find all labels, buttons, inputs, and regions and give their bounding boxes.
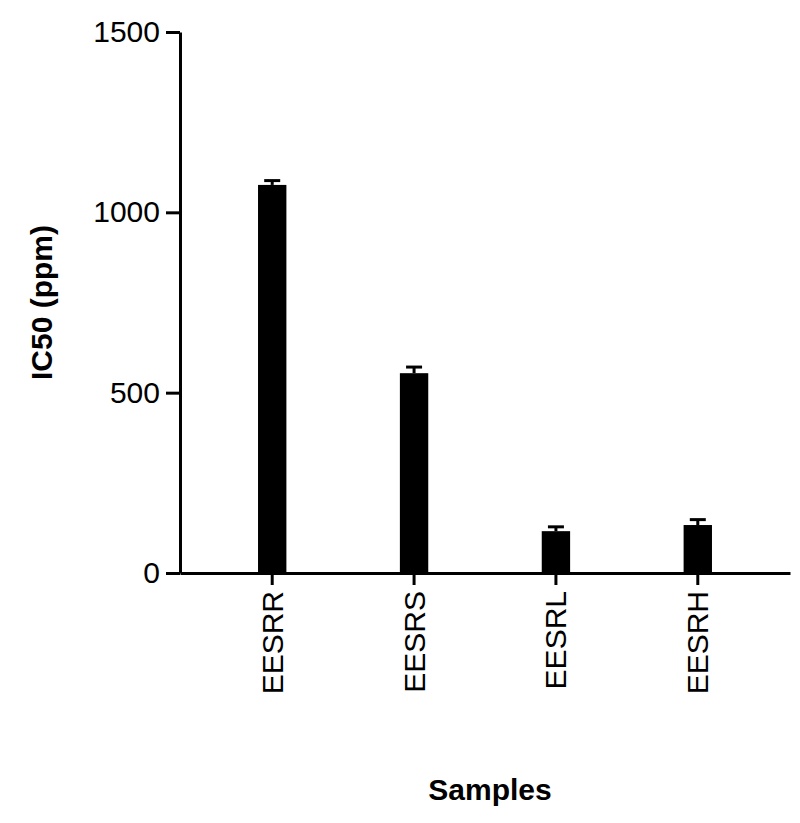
error-cap [690, 518, 706, 521]
error-cap [264, 179, 280, 182]
x-tick: EESRH [681, 573, 714, 694]
bar [542, 531, 570, 573]
x-tick-label: EESRR [256, 591, 289, 694]
y-tick-mark [166, 572, 180, 575]
error-bar [548, 527, 564, 531]
x-tick-label: EESRL [539, 591, 572, 689]
y-tick-mark [166, 392, 180, 395]
y-axis-title: IC50 (ppm) [25, 225, 58, 380]
y-tick-label: 1500 [93, 15, 160, 48]
x-tick: EESRS [398, 573, 431, 693]
y-axis-line [179, 33, 182, 574]
plot: 0 500 1000 1500 EESRR EESRS EESRL EESRH [93, 15, 790, 694]
error-bar [264, 181, 280, 185]
error-bar [406, 367, 422, 373]
bar [400, 373, 428, 573]
x-axis-title: Samples [428, 773, 551, 806]
x-axis: EESRR EESRS EESRL EESRH [181, 573, 791, 694]
y-tick-label: 0 [143, 556, 160, 589]
y-tick-mark [166, 211, 180, 214]
error-bar [690, 520, 706, 525]
y-tick: 0 [143, 556, 180, 589]
y-tick: 1500 [93, 15, 180, 48]
y-tick-mark [166, 31, 180, 34]
x-tick-label: EESRH [681, 591, 714, 694]
bar [684, 525, 712, 573]
y-tick-label: 500 [110, 376, 160, 409]
y-axis: 0 500 1000 1500 [93, 15, 180, 589]
x-tick-mark [413, 573, 416, 585]
error-cap [548, 525, 564, 528]
x-tick-mark [554, 573, 557, 585]
y-tick: 500 [110, 376, 180, 409]
bars [258, 181, 712, 573]
y-tick: 1000 [93, 195, 180, 228]
x-tick-mark [271, 573, 274, 585]
y-tick-label: 1000 [93, 195, 160, 228]
x-tick: EESRR [256, 573, 289, 694]
chart: 0 500 1000 1500 EESRR EESRS EESRL EESRH IC50 (pp… [0, 0, 800, 823]
error-cap [406, 366, 422, 369]
x-tick-label: EESRS [398, 591, 431, 693]
bar [258, 185, 286, 573]
x-tick-mark [696, 573, 699, 585]
x-tick: EESRL [539, 573, 572, 689]
